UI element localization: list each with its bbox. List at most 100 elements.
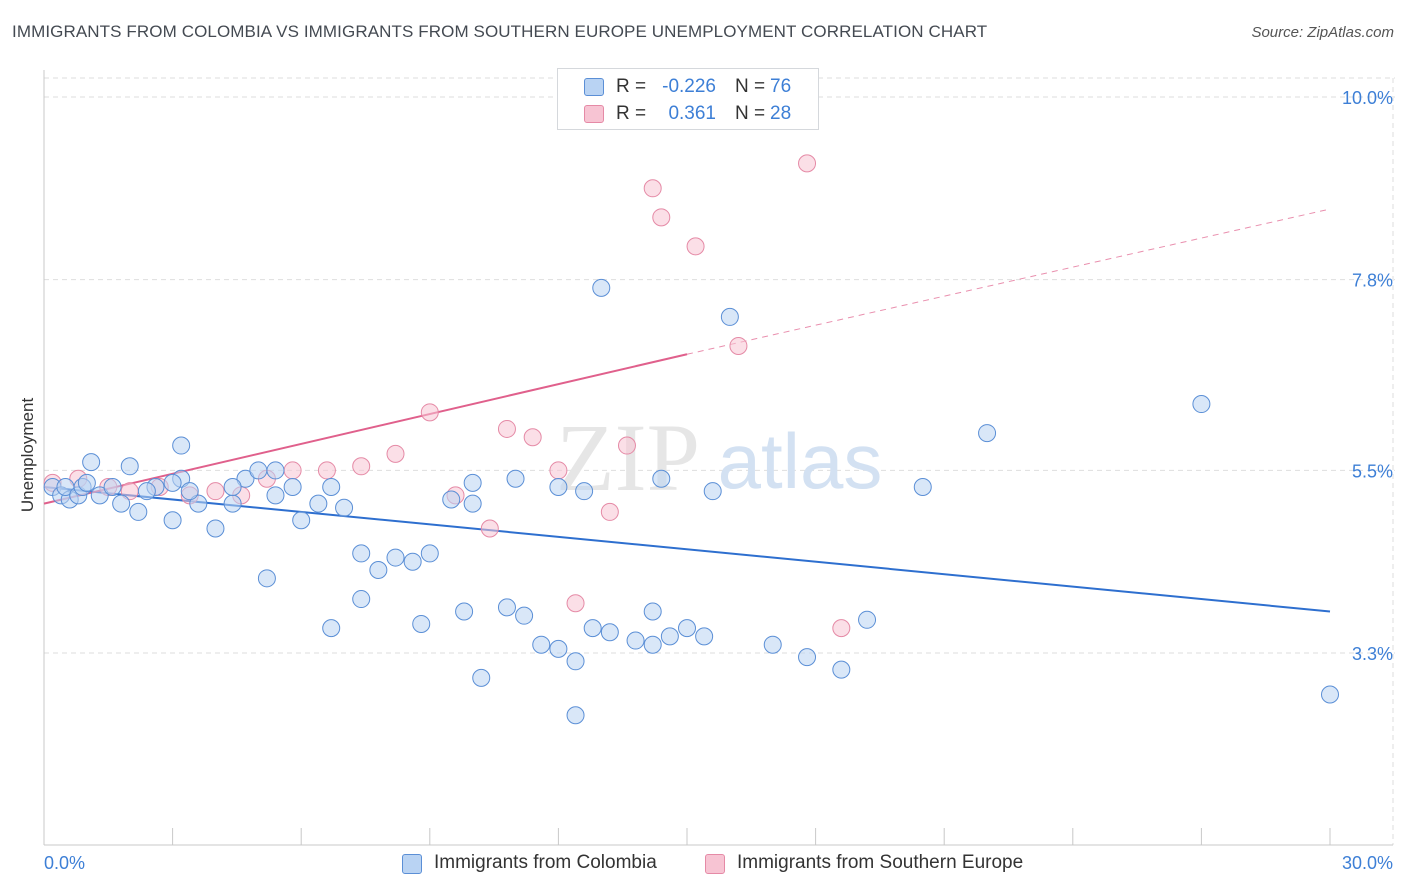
point-colombia [592, 278, 611, 297]
n-value: 28 [770, 103, 792, 124]
point-colombia [137, 482, 156, 501]
point-colombia [463, 473, 482, 492]
point-colombia [129, 502, 148, 521]
point-colombia [858, 610, 877, 629]
trend-extension-southern-europe [686, 208, 1331, 355]
point-colombia [913, 478, 932, 497]
r-label: R = [616, 103, 647, 124]
southern-europe-swatch [584, 105, 604, 123]
source-label: Source: ZipAtlas.com [1251, 24, 1394, 41]
point-colombia [1321, 685, 1339, 704]
n-value: 76 [770, 76, 792, 97]
point-colombia [472, 668, 491, 687]
point-colombia [583, 619, 602, 638]
point-colombia [386, 548, 405, 567]
point-colombia [978, 424, 997, 443]
point-colombia [695, 627, 714, 646]
point-colombia [352, 544, 371, 563]
point-colombia [189, 494, 208, 513]
axes [43, 70, 1393, 846]
r-value: -0.226 [662, 76, 716, 97]
point-southern-europe [206, 482, 225, 501]
point-colombia [322, 478, 341, 497]
point-colombia [442, 490, 461, 509]
point-southern-europe [386, 444, 405, 463]
point-colombia [463, 494, 482, 513]
point-southern-europe [832, 619, 851, 638]
point-southern-europe [566, 594, 585, 613]
point-southern-europe [523, 428, 542, 447]
point-colombia [652, 469, 671, 488]
point-colombia [506, 469, 525, 488]
point-southern-europe [729, 336, 748, 355]
point-colombia [566, 706, 585, 725]
point-colombia [352, 590, 371, 609]
point-colombia [120, 457, 139, 476]
x-tick-label: 0.0% [44, 853, 85, 873]
point-colombia [163, 473, 182, 492]
point-southern-europe [352, 457, 371, 476]
y-axis-title: Unemployment [18, 397, 37, 513]
point-colombia [257, 569, 276, 588]
point-colombia [703, 482, 722, 501]
point-colombia [832, 660, 851, 679]
point-colombia [335, 498, 354, 517]
point-colombia [798, 648, 817, 667]
point-colombia [763, 635, 782, 654]
x-tick-label: 30.0% [1342, 853, 1393, 873]
colombia-swatch [584, 78, 604, 96]
trend-lines [43, 208, 1331, 613]
point-colombia [600, 623, 619, 642]
point-colombia [309, 494, 328, 513]
point-colombia [497, 598, 516, 617]
y-tick-label: 10.0% [1342, 88, 1393, 108]
point-colombia [112, 494, 131, 513]
point-colombia [163, 511, 182, 530]
point-southern-europe [317, 461, 336, 480]
point-colombia [103, 478, 122, 497]
r-label: R = [616, 76, 647, 97]
correlation-legend: R = -0.226 N = 76 R = 0.361 N = 28 [557, 68, 819, 130]
trend-line-southern-europe [43, 353, 688, 505]
point-colombia [283, 478, 302, 497]
colombia-swatch [402, 854, 422, 874]
data-points [43, 154, 1339, 725]
point-colombia [532, 635, 551, 654]
tick-labels: 3.3% 5.5% 7.8% 10.0% 0.0% 30.0% [44, 88, 1393, 873]
n-label: N = [735, 76, 766, 97]
point-colombia [172, 436, 191, 455]
point-colombia [82, 453, 101, 472]
point-southern-europe [617, 436, 636, 455]
point-southern-europe [600, 502, 619, 521]
n-label: N = [735, 103, 766, 124]
point-colombia [643, 635, 662, 654]
point-southern-europe [283, 461, 302, 480]
point-southern-europe [652, 208, 671, 227]
point-southern-europe [643, 179, 662, 198]
point-colombia [292, 511, 311, 530]
point-colombia [549, 639, 568, 658]
point-colombia [180, 482, 199, 501]
point-colombia [626, 631, 645, 650]
point-colombia [223, 478, 242, 497]
watermark-atlas: atlas [718, 417, 883, 505]
point-southern-europe [798, 154, 817, 173]
point-colombia [515, 606, 534, 625]
point-southern-europe [420, 403, 439, 422]
point-colombia [223, 494, 242, 513]
y-tick-label: 7.8% [1352, 271, 1393, 291]
point-colombia [369, 561, 388, 580]
point-southern-europe [497, 419, 516, 438]
point-southern-europe [480, 519, 499, 538]
point-colombia [1192, 395, 1211, 414]
point-colombia [236, 469, 255, 488]
y-tick-label: 3.3% [1352, 644, 1393, 664]
point-colombia [678, 619, 696, 638]
point-colombia [549, 478, 568, 497]
point-colombia [412, 614, 431, 633]
legend-row-colombia: R = -0.226 N = 76 [558, 74, 818, 100]
point-colombia [266, 461, 285, 480]
legend-row-southern-europe: R = 0.361 N = 28 [558, 101, 818, 127]
point-colombia [420, 544, 439, 563]
